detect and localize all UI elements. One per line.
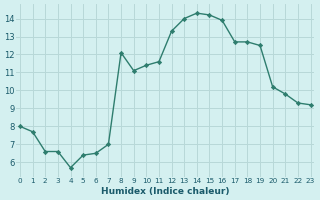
X-axis label: Humidex (Indice chaleur): Humidex (Indice chaleur) [101,187,229,196]
